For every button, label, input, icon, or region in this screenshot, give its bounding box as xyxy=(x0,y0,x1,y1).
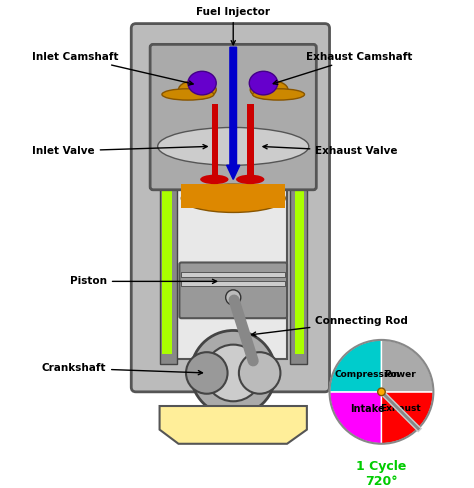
Ellipse shape xyxy=(236,175,264,184)
Bar xyxy=(160,184,177,364)
Text: Inlet Camshaft: Inlet Camshaft xyxy=(32,52,193,85)
Bar xyxy=(181,184,285,208)
Wedge shape xyxy=(382,340,433,392)
Text: Exhaust Camshaft: Exhaust Camshaft xyxy=(273,52,412,84)
FancyArrow shape xyxy=(227,47,240,180)
Ellipse shape xyxy=(181,184,285,212)
Circle shape xyxy=(205,345,262,401)
Circle shape xyxy=(226,290,241,305)
Wedge shape xyxy=(329,392,382,444)
Circle shape xyxy=(239,352,281,394)
Ellipse shape xyxy=(200,175,228,184)
Bar xyxy=(174,189,287,359)
Bar xyxy=(247,104,254,180)
Bar xyxy=(163,189,172,354)
Ellipse shape xyxy=(250,80,288,99)
Text: Exhaust Valve: Exhaust Valve xyxy=(263,144,398,156)
FancyBboxPatch shape xyxy=(131,23,329,392)
Text: Piston: Piston xyxy=(70,276,217,286)
Ellipse shape xyxy=(253,89,304,100)
Ellipse shape xyxy=(188,71,216,95)
Text: Compression: Compression xyxy=(335,370,400,379)
Text: Exhaust: Exhaust xyxy=(380,405,421,413)
Ellipse shape xyxy=(249,71,278,95)
Polygon shape xyxy=(160,406,307,444)
Text: Connecting Rod: Connecting Rod xyxy=(252,316,408,336)
Ellipse shape xyxy=(162,89,214,100)
Bar xyxy=(181,282,285,286)
FancyBboxPatch shape xyxy=(179,263,287,318)
Text: Inlet Valve: Inlet Valve xyxy=(32,144,207,156)
Bar xyxy=(290,184,307,364)
Wedge shape xyxy=(382,392,433,444)
Text: Power: Power xyxy=(384,370,416,379)
Bar xyxy=(181,272,285,277)
Bar xyxy=(295,189,304,354)
Circle shape xyxy=(191,330,276,415)
Text: 1 Cycle
720°: 1 Cycle 720° xyxy=(356,460,407,488)
Text: Crankshaft: Crankshaft xyxy=(42,363,202,375)
Text: Fuel Injector: Fuel Injector xyxy=(196,7,270,45)
Wedge shape xyxy=(329,340,382,392)
Text: Intake: Intake xyxy=(350,404,384,414)
FancyArrowPatch shape xyxy=(234,300,253,361)
Ellipse shape xyxy=(178,80,216,99)
Ellipse shape xyxy=(158,127,309,165)
FancyBboxPatch shape xyxy=(150,44,316,190)
Bar xyxy=(211,104,218,180)
Circle shape xyxy=(378,388,385,396)
Circle shape xyxy=(186,352,228,394)
